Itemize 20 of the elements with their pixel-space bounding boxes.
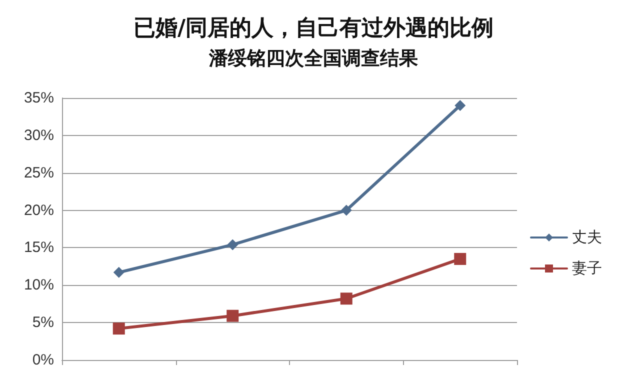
y-tick-label: 35% (24, 90, 54, 106)
y-tick-label: 5% (32, 314, 54, 332)
y-tick-label: 0% (32, 352, 54, 368)
point (454, 252, 466, 265)
point (227, 239, 238, 250)
point (454, 100, 466, 111)
point (340, 292, 352, 305)
y-tick-label: 20% (24, 202, 54, 219)
y-tick-label: 25% (24, 164, 54, 182)
chart-title: 已婚/同居的人，自己有过外遇的比例 (133, 15, 494, 41)
point (226, 310, 239, 322)
point (340, 204, 352, 216)
y-tick-label: 10% (24, 276, 54, 294)
point (113, 266, 124, 278)
y-tick-label: 15% (24, 239, 54, 256)
legend-label: 丈夫 (572, 229, 602, 246)
point (112, 322, 125, 335)
legend-label: 妻子 (572, 260, 602, 277)
chart-subtitle: 潘绥铭四次全国调查结果 (208, 48, 419, 70)
y-tick-label: 30% (24, 126, 54, 144)
